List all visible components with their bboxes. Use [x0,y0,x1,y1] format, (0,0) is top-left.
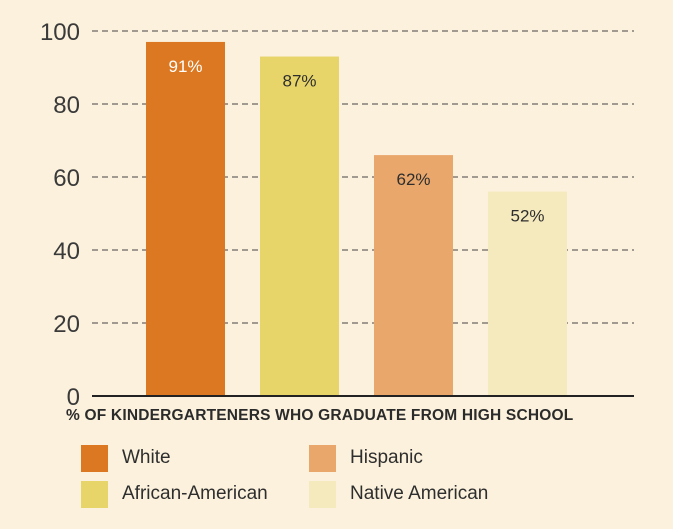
data-label-african-american: 87% [282,72,316,91]
bar-african-american [260,56,339,397]
y-tick-label-20: 20 [53,311,80,338]
data-label-hispanic: 62% [396,170,430,189]
legend-label-african-american: African-American [122,483,268,504]
y-tick-label-60: 60 [53,165,80,192]
legend-swatch-white [81,444,108,472]
y-tick-label-80: 80 [53,92,80,119]
legend-item-african-american: African-American [81,480,268,508]
bar-white [146,41,225,396]
bar-native-american [488,191,567,396]
data-label-native-american: 52% [510,207,544,226]
legend: White Hispanic African-American Native A… [81,440,601,520]
y-tick-label-40: 40 [53,238,80,265]
legend-swatch-native-american [309,480,336,508]
legend-label-white: White [122,447,171,468]
legend-label-hispanic: Hispanic [350,447,423,468]
bar-hispanic [374,155,453,396]
legend-swatch-african-american [81,480,108,508]
y-tick-label-0: 0 [67,384,80,411]
legend-label-native-american: Native American [350,483,489,504]
legend-item-native-american: Native American [309,480,488,508]
legend-item-white: White [81,444,171,472]
data-label-white: 91% [168,57,202,76]
legend-item-hispanic: Hispanic [309,444,423,472]
legend-swatch-hispanic [309,444,336,472]
y-tick-label-100: 100 [40,19,80,46]
x-axis-label: % OF KINDERGARTENERS WHO GRADUATE FROM H… [66,407,574,424]
